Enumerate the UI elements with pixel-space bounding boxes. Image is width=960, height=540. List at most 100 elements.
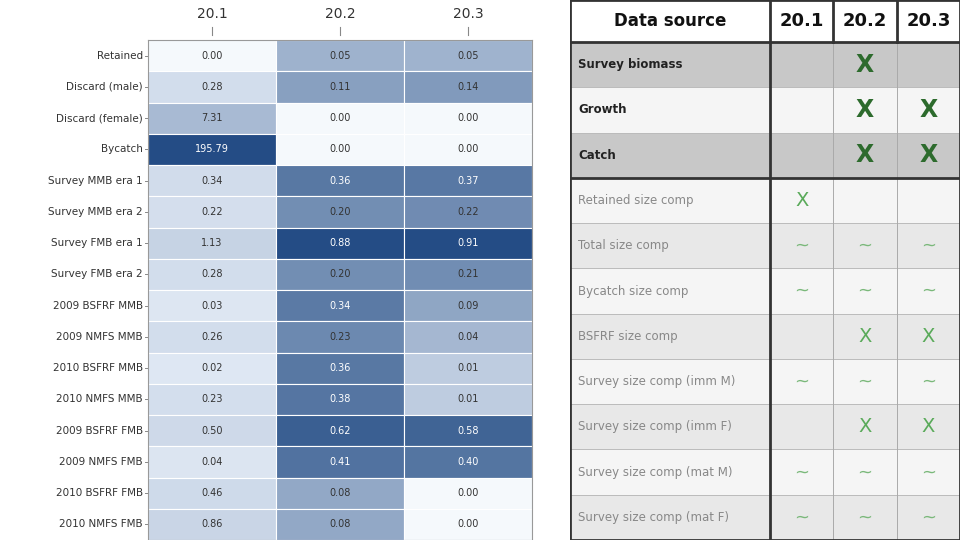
Bar: [570, 223, 770, 268]
Text: ~: ~: [921, 282, 936, 300]
Bar: [404, 446, 532, 477]
Bar: [276, 71, 404, 103]
Text: 0.00: 0.00: [329, 113, 350, 123]
Text: 0.41: 0.41: [329, 457, 350, 467]
Bar: [276, 165, 404, 196]
Bar: [833, 132, 897, 178]
Text: X: X: [920, 98, 938, 122]
Text: ~: ~: [857, 237, 873, 255]
Bar: [404, 509, 532, 540]
Text: 0.28: 0.28: [202, 82, 223, 92]
Text: X: X: [858, 327, 872, 346]
Bar: [897, 404, 960, 449]
Bar: [770, 449, 833, 495]
Text: 0.28: 0.28: [202, 269, 223, 279]
Text: 0.04: 0.04: [202, 457, 223, 467]
Text: ~: ~: [794, 237, 809, 255]
Bar: [404, 165, 532, 196]
Text: 0.14: 0.14: [458, 82, 479, 92]
Text: 0.11: 0.11: [329, 82, 350, 92]
Bar: [770, 223, 833, 268]
Bar: [570, 404, 770, 449]
Bar: [276, 40, 404, 71]
Text: 0.20: 0.20: [329, 207, 351, 217]
Bar: [770, 0, 833, 42]
Text: 0.36: 0.36: [329, 176, 350, 186]
Bar: [148, 40, 276, 71]
Bar: [770, 359, 833, 404]
Bar: [770, 42, 833, 87]
Text: ~: ~: [794, 373, 809, 390]
Text: 0.00: 0.00: [458, 144, 479, 154]
Bar: [897, 0, 960, 42]
Text: 0.23: 0.23: [329, 332, 351, 342]
Bar: [148, 134, 276, 165]
Bar: [897, 42, 960, 87]
Bar: [570, 449, 770, 495]
Bar: [148, 71, 276, 103]
Bar: [276, 384, 404, 415]
Bar: [770, 314, 833, 359]
Text: Data source: Data source: [614, 12, 727, 30]
Bar: [148, 321, 276, 353]
Text: ~: ~: [921, 508, 936, 526]
Text: Survey MMB era 1: Survey MMB era 1: [48, 176, 143, 186]
Text: ~: ~: [794, 508, 809, 526]
Bar: [148, 103, 276, 134]
Text: 0.00: 0.00: [202, 51, 223, 60]
Text: 0.86: 0.86: [202, 519, 223, 529]
Text: Retained: Retained: [97, 51, 143, 60]
Bar: [897, 223, 960, 268]
Bar: [148, 477, 276, 509]
Text: Survey biomass: Survey biomass: [578, 58, 683, 71]
Text: 0.05: 0.05: [458, 51, 479, 60]
Bar: [897, 359, 960, 404]
Text: 0.91: 0.91: [458, 238, 479, 248]
Bar: [570, 42, 770, 87]
Bar: [897, 314, 960, 359]
Text: 0.09: 0.09: [458, 301, 479, 310]
Text: 0.22: 0.22: [457, 207, 479, 217]
Text: 0.00: 0.00: [458, 488, 479, 498]
Bar: [570, 0, 770, 42]
Text: Survey size comp (imm M): Survey size comp (imm M): [578, 375, 735, 388]
Text: ~: ~: [794, 282, 809, 300]
Text: 0.38: 0.38: [329, 394, 350, 404]
Text: 0.22: 0.22: [202, 207, 223, 217]
Text: 0.34: 0.34: [329, 301, 350, 310]
Bar: [404, 40, 532, 71]
Bar: [404, 415, 532, 446]
Text: X: X: [856, 143, 875, 167]
Bar: [833, 42, 897, 87]
Bar: [833, 359, 897, 404]
Text: Bycatch size comp: Bycatch size comp: [578, 285, 688, 298]
Text: X: X: [858, 417, 872, 436]
Bar: [833, 449, 897, 495]
Bar: [276, 509, 404, 540]
Text: Catch: Catch: [578, 148, 616, 161]
Bar: [276, 353, 404, 384]
Text: BSFRF size comp: BSFRF size comp: [578, 330, 678, 343]
Bar: [570, 132, 770, 178]
Bar: [148, 290, 276, 321]
Text: Retained size comp: Retained size comp: [578, 194, 694, 207]
Bar: [148, 227, 276, 259]
Bar: [833, 314, 897, 359]
Bar: [276, 321, 404, 353]
Bar: [148, 446, 276, 477]
Bar: [897, 268, 960, 314]
Bar: [897, 178, 960, 223]
Text: 2009 BSFRF FMB: 2009 BSFRF FMB: [56, 426, 143, 436]
Bar: [897, 132, 960, 178]
Bar: [276, 103, 404, 134]
Bar: [148, 509, 276, 540]
Text: X: X: [795, 191, 808, 210]
Text: 0.88: 0.88: [329, 238, 350, 248]
Bar: [770, 178, 833, 223]
Text: 0.20: 0.20: [329, 269, 351, 279]
Text: 20.3: 20.3: [906, 12, 950, 30]
Text: ~: ~: [921, 463, 936, 481]
Bar: [770, 268, 833, 314]
Bar: [570, 359, 770, 404]
Text: ~: ~: [857, 508, 873, 526]
